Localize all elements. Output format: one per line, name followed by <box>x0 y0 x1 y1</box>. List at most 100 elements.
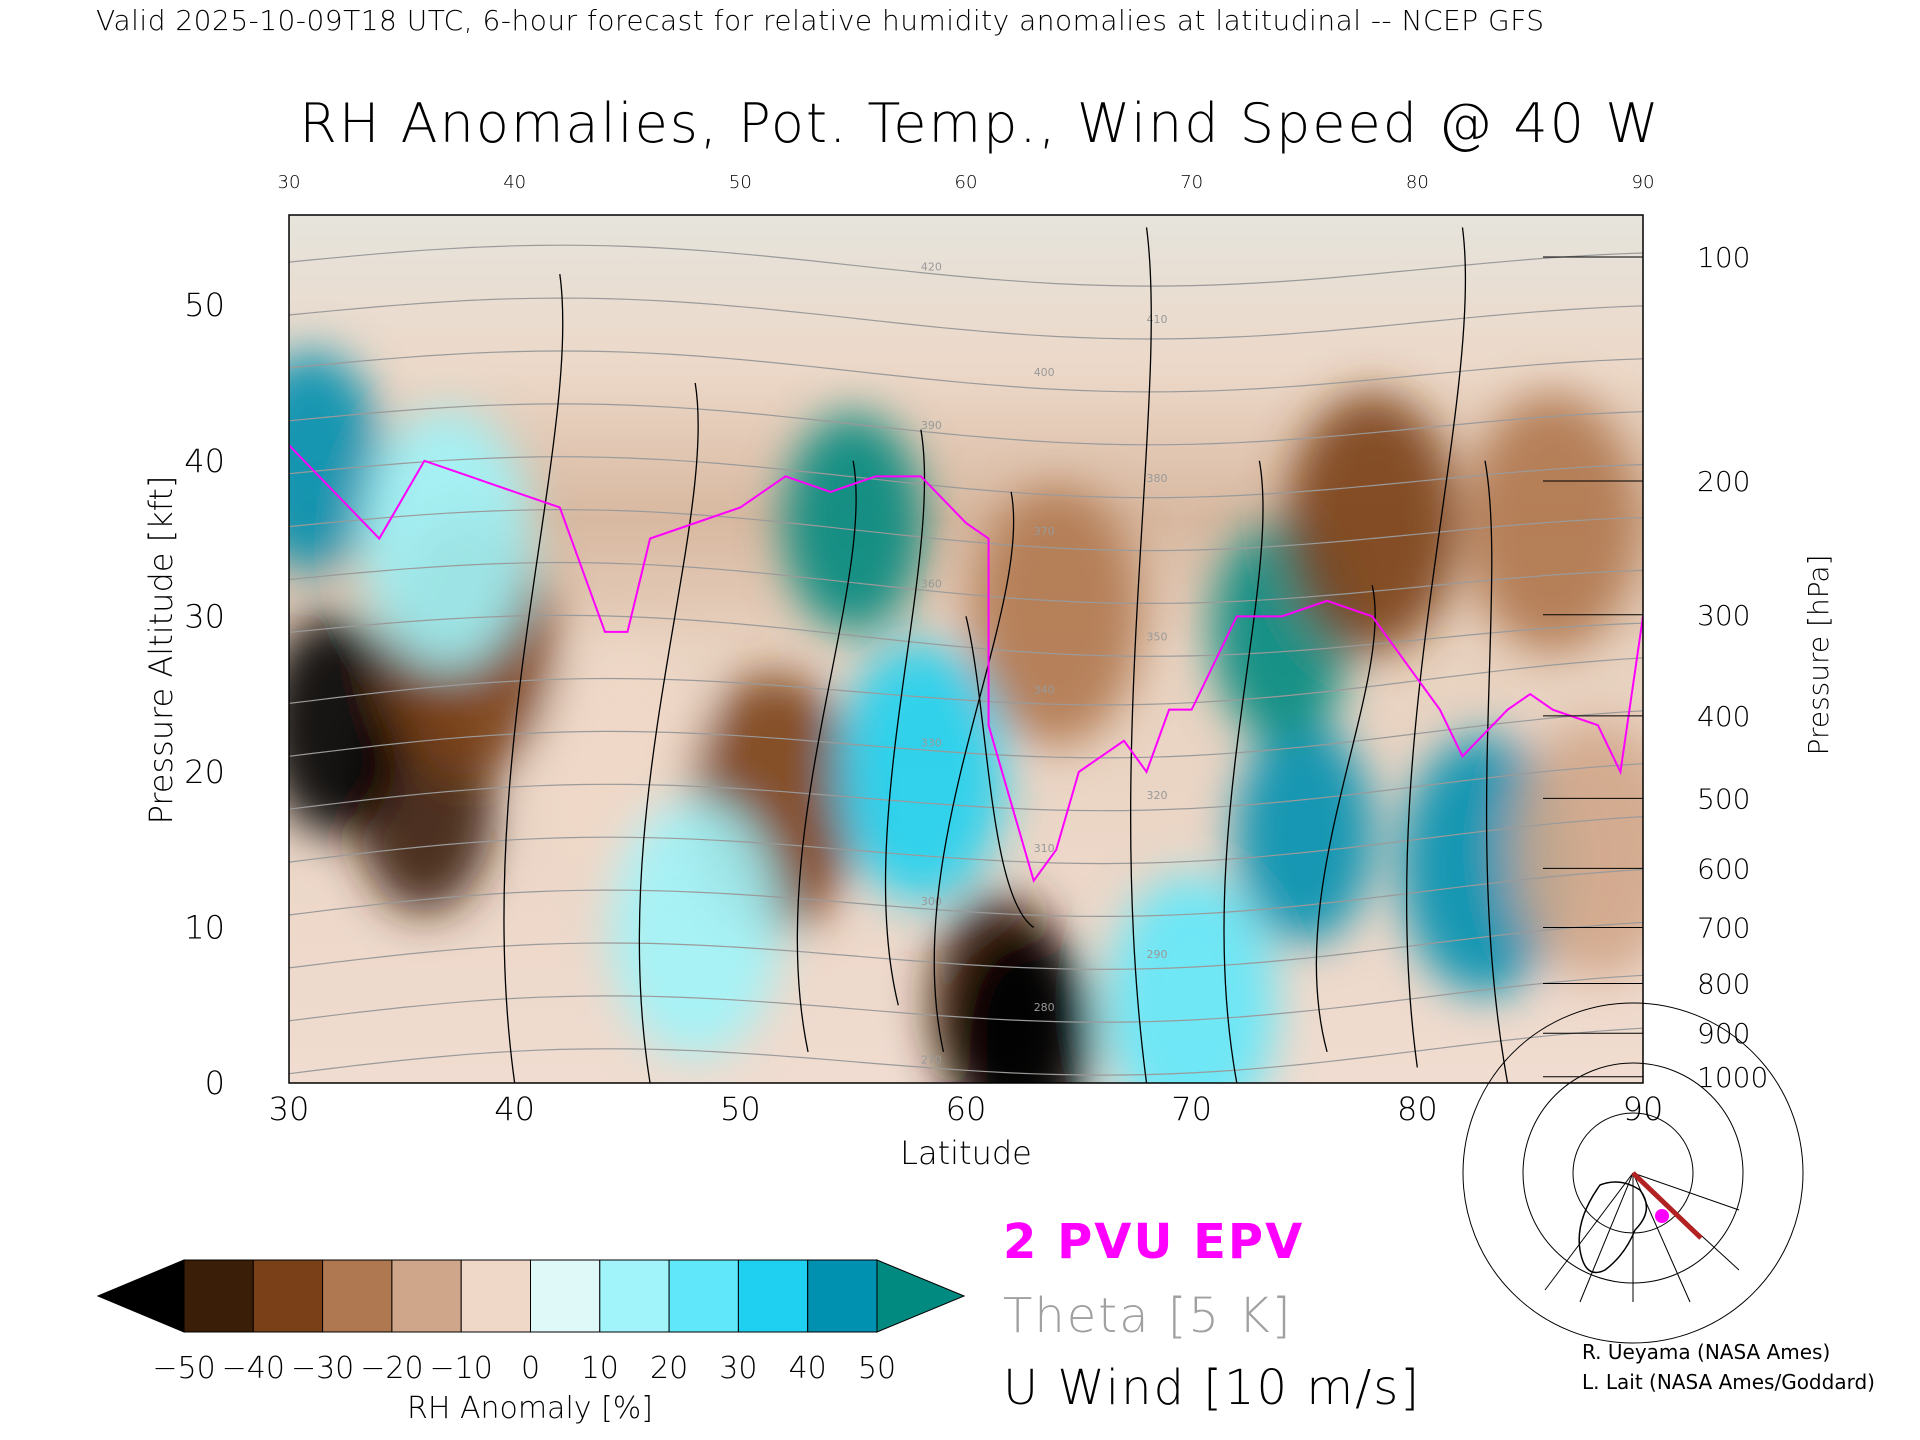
x-top-tick-label: 30 <box>278 172 301 193</box>
colorbar-box <box>252 1259 324 1333</box>
rh-anomaly-cell <box>1287 393 1458 653</box>
colorbar-box <box>807 1259 878 1333</box>
theta-contour-line <box>289 868 1643 918</box>
latitude-circle <box>1462 1002 1804 1344</box>
pressure-tick-label: 600 <box>1697 852 1750 885</box>
theta-contour-label: 330 <box>921 736 942 749</box>
theta-contour-line <box>289 297 1643 340</box>
y-tick-label: 10 <box>184 908 225 946</box>
credit-line-2: L. Lait (NASA Ames/Goddard) <box>1582 1370 1875 1394</box>
pressure-tick-label: 900 <box>1697 1017 1750 1050</box>
legend-uwind: U Wind [10 m/s] <box>1003 1360 1422 1416</box>
theta-contour-line <box>289 508 1643 552</box>
rh-anomaly-cell <box>1512 719 1643 980</box>
theta-contour-line <box>289 974 1643 1023</box>
plot-frame <box>288 214 1644 1084</box>
u-wind-contour-line <box>638 382 699 1083</box>
legend-pvu: 2 PVU EPV <box>1003 1214 1305 1270</box>
colorbar-tick-label: −40 <box>222 1351 285 1386</box>
location-marker <box>1655 1209 1669 1223</box>
rh-anomaly-cell <box>835 641 1006 902</box>
pressure-tick-label: 500 <box>1697 782 1750 815</box>
colorbar-tick-label: 30 <box>719 1351 757 1386</box>
x-tick-label: 50 <box>720 1090 761 1128</box>
map-graticule <box>1462 1002 1804 1344</box>
colorbar-tick-label: 40 <box>789 1351 827 1386</box>
u-wind-contour-line <box>796 460 857 1053</box>
theta-contour-line <box>289 244 1643 287</box>
theta-contour-label: 420 <box>921 260 942 273</box>
theta-contour-label: 310 <box>1034 842 1055 855</box>
theta-contour-line <box>289 561 1643 605</box>
rh-anomaly-field <box>289 215 1643 1083</box>
u-wind-contour-line <box>1484 460 1509 1083</box>
pressure-tick-label: 200 <box>1697 465 1750 498</box>
theta-contour-line <box>289 657 1643 706</box>
y-tick-label: 0 <box>205 1064 225 1102</box>
theta-contour-line <box>289 350 1643 393</box>
x-tick-label: 30 <box>269 1090 310 1128</box>
x-top-tick-label: 90 <box>1632 172 1655 193</box>
x-top-tick-label: 60 <box>955 172 978 193</box>
theta-contour-label: 360 <box>921 578 942 591</box>
u-wind-contour-line <box>1223 460 1264 1083</box>
y-tick-label: 40 <box>184 442 225 480</box>
y-axis-label: Pressure Altitude [kft] <box>142 476 180 825</box>
x-tick-label: 60 <box>946 1090 987 1128</box>
colorbar-tick-label: −50 <box>152 1351 215 1386</box>
x-top-tick-label: 80 <box>1406 172 1429 193</box>
meridian-line <box>1579 1172 1634 1303</box>
colorbar-tick-label: 0 <box>521 1351 540 1386</box>
rh-anomaly-cell <box>361 408 532 669</box>
map-background <box>1545 1155 1739 1302</box>
forecast-subtitle: Valid 2025-10-09T18 UTC, 6-hour forecast… <box>96 4 1545 37</box>
theta-contour-line <box>289 614 1643 657</box>
colorbar-box <box>737 1259 809 1333</box>
rh-anomaly-cell <box>783 413 924 633</box>
colorbar-tick-label: 50 <box>858 1351 896 1386</box>
pressure-tick-label: 700 <box>1697 911 1750 944</box>
x-top-tick-label: 50 <box>729 172 752 193</box>
pressure-tick-label: 300 <box>1697 599 1750 632</box>
u-wind-contour-line <box>1315 585 1376 1053</box>
u-wind-contour-line <box>1129 227 1152 1083</box>
theta-contour-line <box>289 763 1643 812</box>
theta-contour-label: 400 <box>1034 366 1055 379</box>
theta-contour-label: 340 <box>1034 683 1055 696</box>
pressure-tick-label: 1000 <box>1697 1061 1768 1094</box>
theta-contour-line <box>289 456 1643 499</box>
y2-axis-label: Pressure [hPa] <box>1802 555 1835 756</box>
meridian-line <box>1632 1172 1740 1211</box>
colorbar-label: RH Anomaly [%] <box>407 1391 653 1426</box>
theta-contour-line <box>289 921 1643 970</box>
x-tick-label: 40 <box>494 1090 535 1128</box>
y-tick-label: 50 <box>184 286 225 324</box>
rh-anomaly-cell <box>971 486 1142 747</box>
locator-map <box>1462 1002 1804 1344</box>
colorbar-box <box>391 1259 462 1333</box>
credit-line-1: R. Ueyama (NASA Ames) <box>1582 1340 1831 1364</box>
rh-anomaly-cell <box>289 350 382 571</box>
x-tick-label: 80 <box>1397 1090 1438 1128</box>
theta-contour-label: 410 <box>1147 313 1168 326</box>
colorbar-box <box>183 1259 254 1333</box>
pressure-tick-label: 400 <box>1697 700 1750 733</box>
x-axis-label: Latitude <box>900 1134 1032 1172</box>
colorbar-box <box>460 1259 532 1333</box>
pressure-tick-label: 800 <box>1697 967 1750 1000</box>
legend-theta: Theta [5 K] <box>1003 1288 1293 1344</box>
theta-contour-label: 280 <box>1034 1001 1055 1014</box>
x-tick-label: 90 <box>1623 1090 1664 1128</box>
rh-anomaly-cell <box>289 615 405 836</box>
pressure-tick-label: 100 <box>1697 241 1750 274</box>
theta-contour-label: 350 <box>1147 631 1168 644</box>
rh-anomaly-cell <box>1234 724 1375 945</box>
colorbar-box <box>322 1259 393 1333</box>
rh-anomaly-cell <box>1106 875 1277 1083</box>
theta-contour-label: 290 <box>1147 948 1168 961</box>
u-wind-contour-line <box>503 274 564 1083</box>
y-tick-label: 30 <box>184 597 225 635</box>
theta-contour-line <box>289 1027 1643 1076</box>
theta-contour-label: 300 <box>921 895 942 908</box>
